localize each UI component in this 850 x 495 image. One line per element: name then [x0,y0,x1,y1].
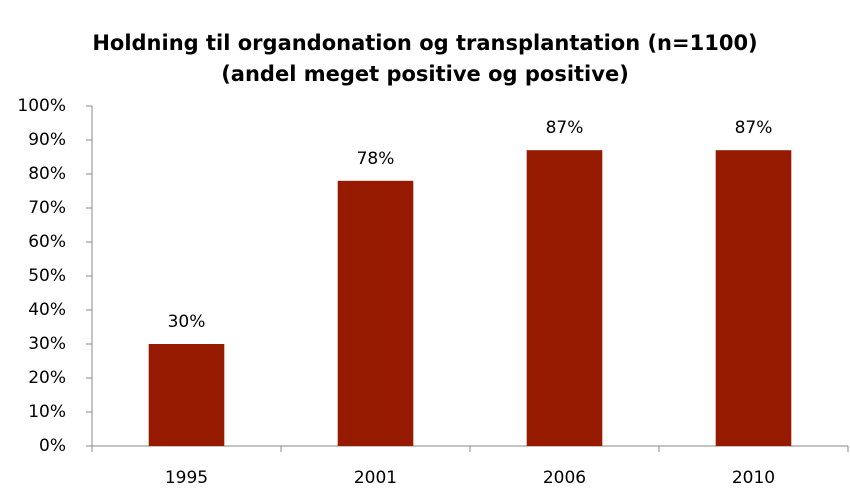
y-tick-label: 40% [28,300,66,320]
y-tick-label: 80% [28,164,66,184]
y-tick-label: 60% [28,232,66,252]
y-tick-label: 10% [28,402,66,422]
chart-title: Holdning til organdonation og transplant… [92,31,757,55]
data-label: 87% [546,118,584,138]
y-tick-label: 0% [39,436,66,456]
y-tick-label: 100% [17,96,66,116]
x-tick-label: 2010 [732,468,775,488]
bar [715,150,792,446]
bar [148,344,225,446]
y-tick-label: 70% [28,198,66,218]
x-tick-label: 2001 [354,468,397,488]
y-tick-label: 50% [28,266,66,286]
data-label: 30% [168,312,206,332]
chart-subtitle: (andel meget positive og positive) [221,62,629,86]
data-label: 78% [357,149,395,169]
bar [337,180,414,447]
data-label: 87% [735,118,773,138]
y-tick-label: 20% [28,368,66,388]
x-tick-label: 2006 [543,468,586,488]
bar [526,150,603,446]
y-tick-label: 30% [28,334,66,354]
x-tick-label: 1995 [165,468,208,488]
y-tick-label: 90% [28,130,66,150]
